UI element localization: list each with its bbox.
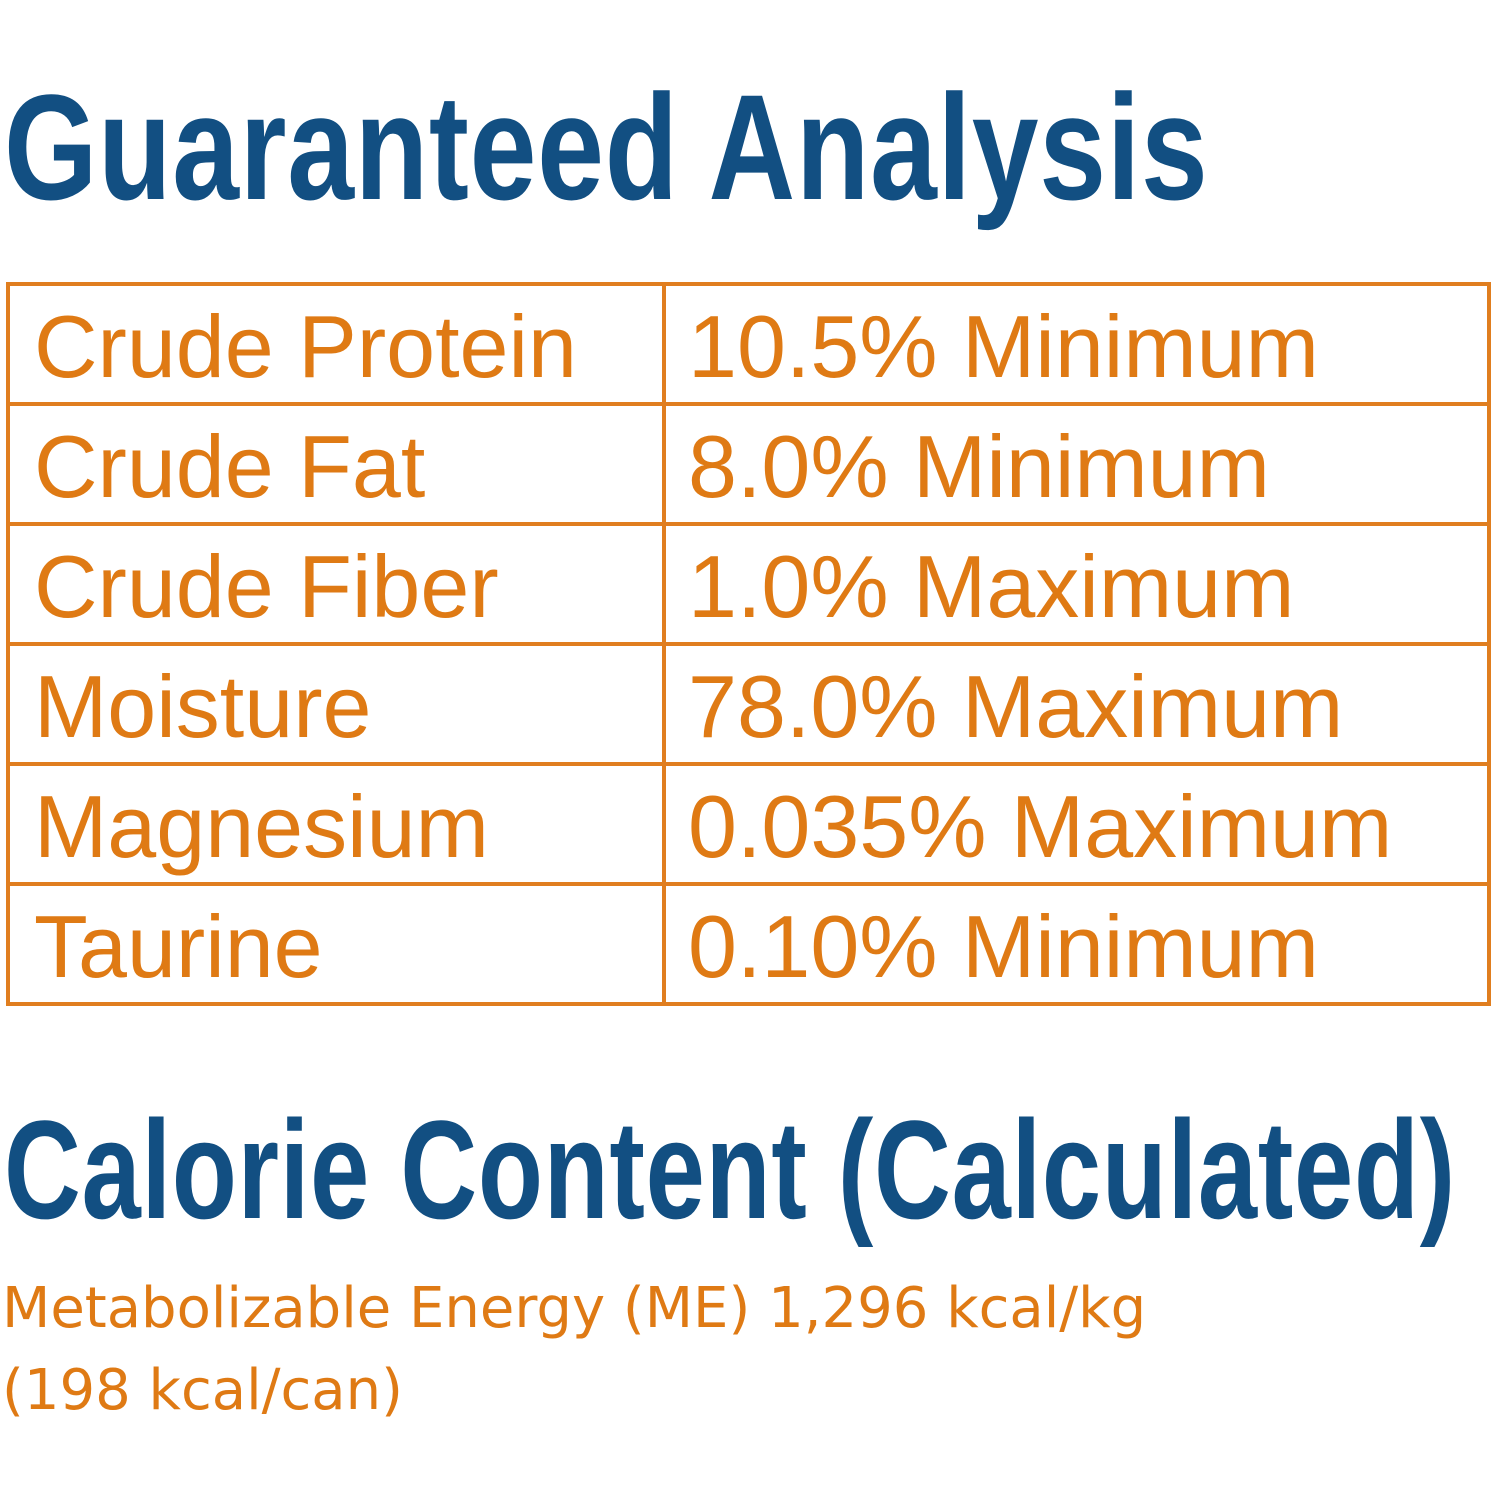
nutrient-value: 1.0% Maximum bbox=[662, 522, 1491, 646]
nutrient-name: Crude Protein bbox=[6, 282, 666, 406]
table-row: Crude Fiber 1.0% Maximum bbox=[6, 522, 1491, 646]
nutrient-name: Magnesium bbox=[6, 762, 666, 886]
nutrient-value: 78.0% Maximum bbox=[662, 642, 1491, 766]
nutrient-name: Moisture bbox=[6, 642, 666, 766]
nutrient-name: Crude Fat bbox=[6, 402, 666, 526]
nutrient-value: 0.035% Maximum bbox=[662, 762, 1491, 886]
nutrient-name: Taurine bbox=[6, 882, 666, 1006]
nutrient-value: 0.10% Minimum bbox=[662, 882, 1491, 1006]
kcal-per-can-line: (198 kcal/can) bbox=[2, 1358, 403, 1423]
nutrient-value: 10.5% Minimum bbox=[662, 282, 1491, 406]
guaranteed-analysis-table: Crude Protein 10.5% Minimum Crude Fat 8.… bbox=[6, 282, 1491, 1006]
table-row: Magnesium 0.035% Maximum bbox=[6, 762, 1491, 886]
guaranteed-analysis-title: Guaranteed Analysis bbox=[4, 63, 1209, 231]
calorie-content-text: Metabolizable Energy (ME) 1,296 kcal/kg … bbox=[2, 1268, 1146, 1432]
nutrient-value: 8.0% Minimum bbox=[662, 402, 1491, 526]
table-row: Moisture 78.0% Maximum bbox=[6, 642, 1491, 766]
table-row: Taurine 0.10% Minimum bbox=[6, 882, 1491, 1006]
nutrient-name: Crude Fiber bbox=[6, 522, 666, 646]
metabolizable-energy-line: Metabolizable Energy (ME) 1,296 kcal/kg bbox=[2, 1276, 1147, 1341]
table-row: Crude Protein 10.5% Minimum bbox=[6, 282, 1491, 406]
calorie-content-title: Calorie Content (Calculated) bbox=[4, 1091, 1456, 1248]
table-row: Crude Fat 8.0% Minimum bbox=[6, 402, 1491, 526]
